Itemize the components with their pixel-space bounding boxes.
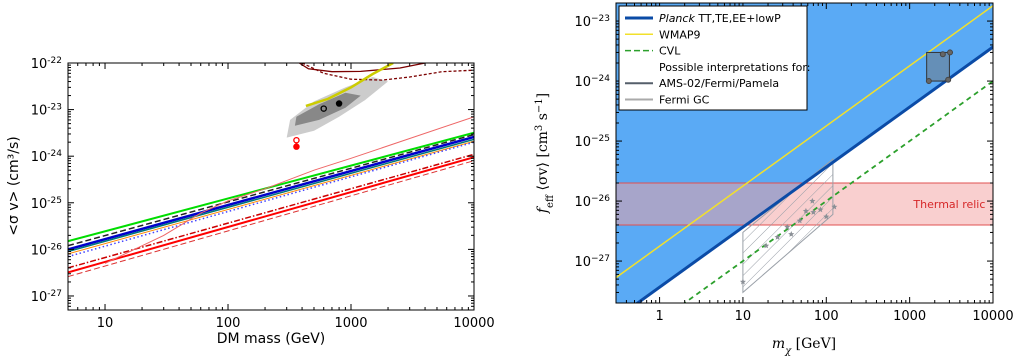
left-contour-inner — [294, 92, 361, 126]
left-y-tick-label: 10-22 — [31, 56, 62, 72]
thermal-relic-label: Thermal relic — [912, 198, 985, 211]
left-series-line-9 — [68, 160, 474, 278]
legend-label: CVL — [659, 45, 681, 58]
left-series-line-8 — [104, 116, 474, 264]
left-series-line-5 — [68, 141, 474, 258]
right-y-tick-label: 10−25 — [574, 134, 610, 150]
left-y-tick-label: 10-26 — [31, 242, 63, 258]
fermi-gc-star-3 — [788, 231, 795, 237]
right-x-tick-label: 10000 — [972, 309, 1013, 324]
left-y-tick-label: 10-23 — [31, 103, 62, 119]
fermi-gc-star-9 — [823, 213, 830, 220]
fermi-gc-star-0 — [739, 278, 746, 285]
wmap9-line — [616, 5, 993, 279]
cvl-line — [683, 80, 993, 303]
legend-label: AMS-02/Fermi/Pamela — [659, 77, 779, 90]
left-plot-frame — [67, 62, 475, 311]
fermi-gc-star-10 — [831, 203, 838, 210]
right-x-axis-label: mχ [GeV] — [772, 336, 836, 357]
left-series-line-6 — [68, 153, 474, 269]
right-y-tick-label: 10−24 — [574, 74, 610, 90]
legend-label: Possible interpretations for: — [659, 61, 810, 74]
fermi-gc-star-8 — [817, 206, 824, 213]
left-x-tick-label: 10 — [97, 316, 114, 331]
right-y-axis-label: feff ⟨σv⟩ [cm3 s−1] — [534, 93, 556, 214]
left-x-tick-label: 10000 — [453, 316, 494, 331]
right-y-tick-label: 10−27 — [574, 254, 610, 270]
fermi-gc-star-4 — [784, 223, 791, 230]
right-y-tick-label: 10−23 — [574, 14, 610, 30]
left-series-line-7 — [68, 156, 474, 274]
left-series-line-3 — [68, 138, 474, 253]
right-x-tick-label: 10 — [735, 309, 752, 324]
left-series-line-10 — [305, 63, 394, 108]
left-y-axis-label: <σ v> (cm³/s) — [6, 136, 22, 235]
left-y-tick-label: 10-25 — [31, 196, 62, 212]
left-point-3 — [293, 143, 300, 150]
right-plot-frame — [615, 2, 994, 304]
left-point-1 — [335, 100, 343, 107]
fermi-gc-star-1 — [763, 242, 770, 249]
left-y-tick-label: 10-24 — [31, 149, 63, 165]
legend-label: WMAP9 — [659, 28, 701, 41]
fermi-gc-star-6 — [802, 207, 809, 214]
left-top-contour — [298, 63, 426, 73]
ams-point-1 — [945, 76, 952, 83]
left-point-0 — [320, 105, 327, 112]
left-chart: 10 100 1000 10000 10-27 10-26 10-25 10-24 10-23 1… — [6, 56, 495, 347]
fermi-gc-star-2 — [774, 234, 781, 240]
legend-label: Fermi GC — [659, 94, 710, 107]
left-x-tick-label: 1000 — [334, 316, 367, 331]
left-x-tick-label: 100 — [216, 316, 241, 331]
ams-point-3 — [947, 49, 954, 56]
ams-point-2 — [939, 51, 946, 58]
fermi-gc-star-7 — [810, 209, 817, 215]
legend-label: Planck TT,TE,EE+lowP — [659, 12, 781, 25]
right-chart: Thermal relic 1 10 100 1000 10000 10−27 10−26 1… — [534, 2, 1014, 357]
ams-region — [926, 51, 950, 82]
right-y-tick-label: 10−26 — [574, 194, 610, 210]
legend-box — [618, 5, 808, 111]
left-series-line-4 — [68, 140, 474, 255]
left-y-tick-label: 10-27 — [31, 289, 62, 305]
left-point-2 — [293, 136, 300, 144]
right-x-tick-label: 100 — [814, 309, 839, 324]
ams-point-0 — [925, 78, 932, 85]
planck-line — [635, 45, 993, 303]
left-x-axis-label: DM mass (GeV) — [217, 331, 326, 347]
right-x-tick-label: 1 — [655, 309, 663, 324]
left-series-line-2 — [68, 135, 474, 251]
fermi-gc-star-5 — [796, 217, 803, 224]
right-x-tick-label: 1000 — [893, 309, 926, 324]
fermi-gc-star-11 — [809, 197, 816, 204]
left-series-line-1 — [68, 133, 474, 247]
